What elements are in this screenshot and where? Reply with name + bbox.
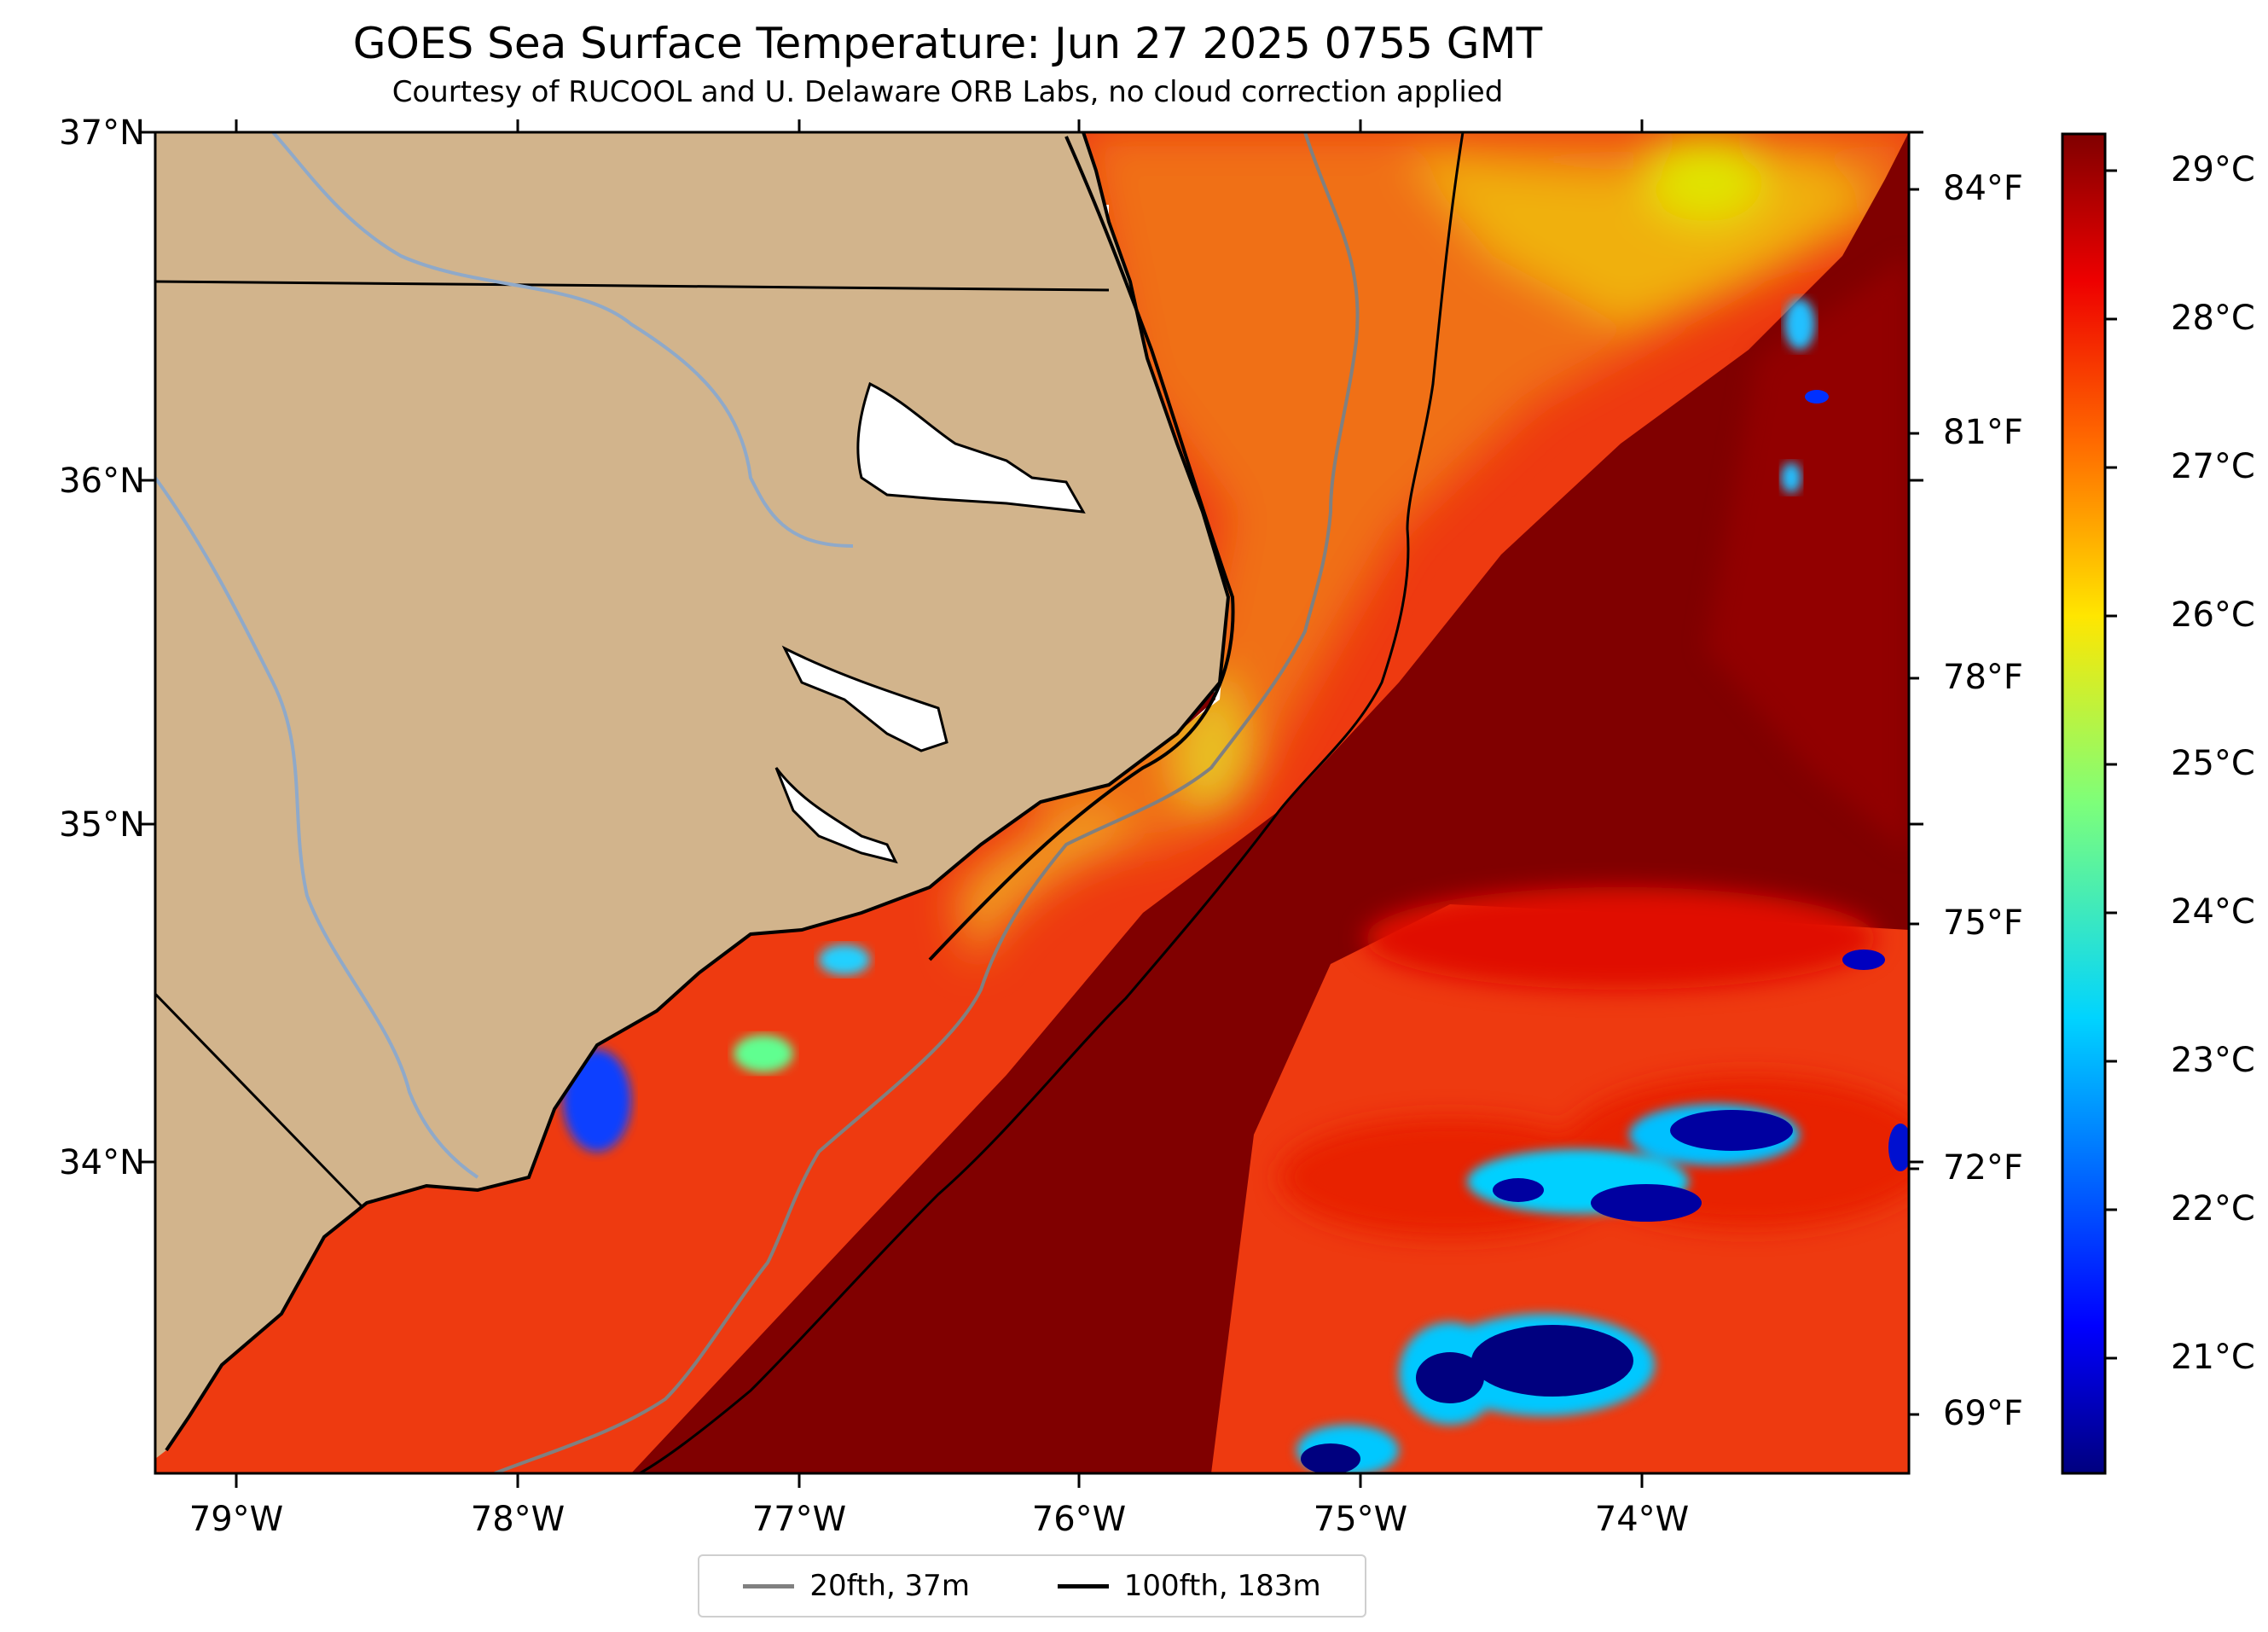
- legend-label-100fth: 100fth, 183m: [1123, 1569, 1321, 1603]
- colorbar-label-23: 23°C: [2171, 1041, 2255, 1080]
- fahrenheit-label-84: 84°F: [1943, 169, 2023, 208]
- gulf-stream: [631, 132, 1909, 1473]
- legend-label-20fth: 20fth, 37m: [809, 1569, 970, 1603]
- colorbar: [2061, 132, 2107, 1475]
- lon-label-77: 77°W: [751, 1500, 847, 1539]
- coastline: [165, 132, 1231, 1452]
- legend-item-100fth: 100fth, 183m: [1057, 1569, 1321, 1603]
- state-border-nc-sc: [155, 992, 364, 1209]
- colorbar-ticks: [2105, 169, 2117, 1360]
- map-plot-area: [155, 132, 1909, 1473]
- lon-label-79: 79°W: [189, 1500, 284, 1539]
- axis-ticks: [141, 119, 1923, 1488]
- colorbar-label-22: 22°C: [2171, 1189, 2255, 1228]
- lon-label-76: 76°W: [1031, 1500, 1127, 1539]
- fahrenheit-label-69: 69°F: [1943, 1394, 2023, 1433]
- lat-label-35: 35°N: [59, 805, 145, 845]
- colorbar-label-24: 24°C: [2171, 892, 2255, 932]
- isobath-100fth: [639, 132, 1465, 1473]
- fahrenheit-label-81: 81°F: [1943, 413, 2023, 452]
- plot-frame: [154, 131, 1911, 1475]
- fahrenheit-label-75: 75°F: [1943, 903, 2023, 943]
- lon-label-78: 78°W: [470, 1500, 566, 1539]
- colorbar-label-27: 27°C: [2171, 447, 2255, 486]
- rivers: [155, 132, 854, 1179]
- state-border-va-nc: [155, 280, 1110, 292]
- isobath-20fth: [494, 132, 1360, 1473]
- lon-label-75: 75°W: [1313, 1500, 1408, 1539]
- map-subtitle: Courtesy of RUCOOL and U. Delaware ORB L…: [392, 75, 1504, 109]
- lon-label-74: 74°W: [1594, 1500, 1690, 1539]
- lat-label-37: 37°N: [59, 113, 145, 153]
- outer-banks: [928, 136, 1235, 961]
- colorbar-label-26: 26°C: [2171, 595, 2255, 635]
- legend-swatch-100fth: [1057, 1583, 1109, 1588]
- legend-item-20fth: 20fth, 37m: [743, 1569, 970, 1603]
- fahrenheit-label-72: 72°F: [1943, 1148, 2023, 1188]
- lat-label-36: 36°N: [59, 462, 145, 501]
- colorbar-label-28: 28°C: [2171, 299, 2255, 338]
- lat-label-34: 34°N: [59, 1143, 145, 1182]
- fahrenheit-label-78: 78°F: [1943, 658, 2023, 697]
- colorbar-label-21: 21°C: [2171, 1338, 2255, 1377]
- colorbar-label-29: 29°C: [2171, 150, 2255, 189]
- cold-water-eddies: [563, 299, 1909, 1473]
- legend-swatch-20fth: [743, 1583, 795, 1588]
- legend: 20fth, 37m 100fth, 183m: [698, 1554, 1366, 1617]
- map-title: GOES Sea Surface Temperature: Jun 27 202…: [352, 19, 1543, 68]
- colorbar-label-25: 25°C: [2171, 744, 2255, 783]
